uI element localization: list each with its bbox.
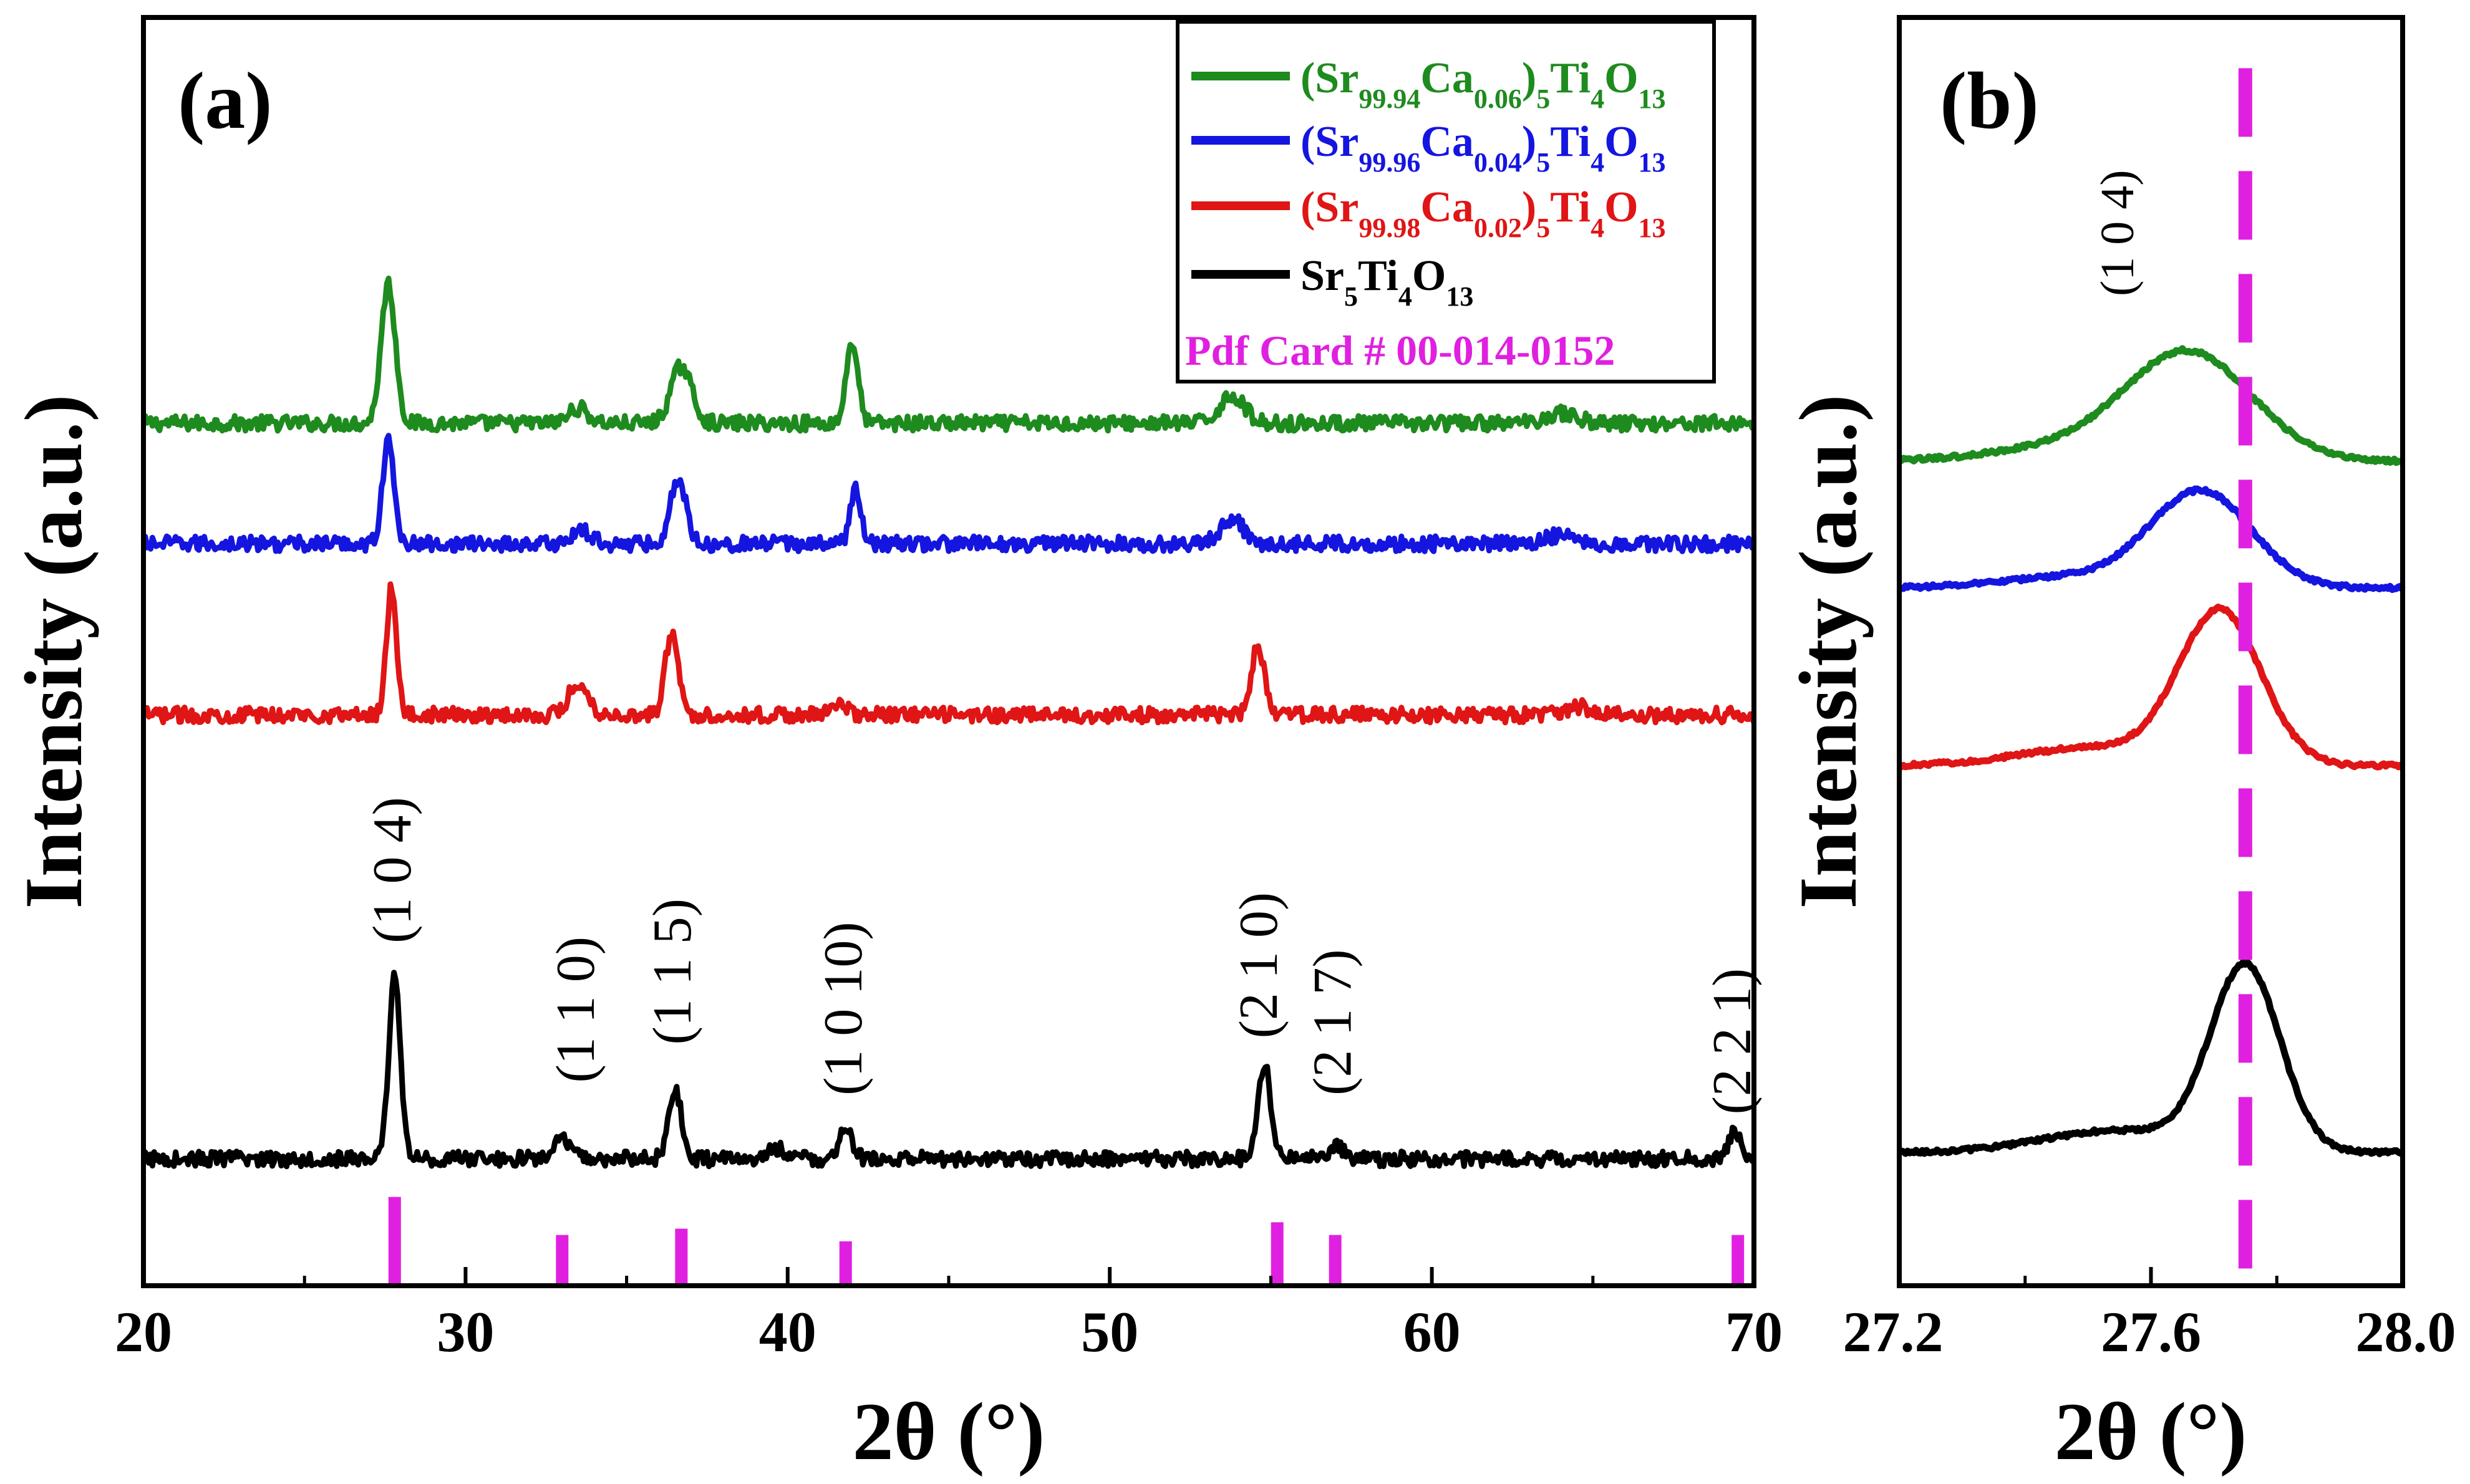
- peak-label-a-2: (1 1 5): [642, 899, 703, 1045]
- panel-a: (1 0 4) (1 1 0) (1 1 5) (1 0 10) (2 1 0) (2 1…: [7, 15, 1783, 1477]
- peak-label-a-0: (1 0 4): [362, 797, 423, 943]
- series-line-b-2: [1897, 604, 2405, 771]
- series-group-a: [140, 276, 1757, 1170]
- x-tick-label-a-4: 60: [1403, 1300, 1461, 1364]
- series-line-b-1: [1897, 485, 2406, 593]
- legend-label-pdf-card: Pdf Card # 00-014-0152: [1185, 327, 1615, 374]
- x-tick-label-a-3: 50: [1081, 1300, 1138, 1364]
- peak-label-a-1: (1 1 0): [546, 937, 606, 1083]
- x-axis-title-a: 2θ (°): [853, 1385, 1045, 1477]
- series-line-b-3: [1897, 958, 2405, 1157]
- x-tick-label-a-0: 20: [115, 1300, 172, 1364]
- y-axis-title-a: Intensity (a.u.): [7, 394, 99, 908]
- series-group-b: [1897, 345, 2406, 1157]
- x-tick-label-b-1: 27.6: [2101, 1300, 2201, 1364]
- x-axis-ticks-a: 20 30 40 50 60 70: [115, 1267, 1783, 1364]
- peak-label-a-3: (1 0 10): [813, 922, 874, 1096]
- plot-frame-b: [1897, 15, 2405, 1288]
- x-tick-label-a-2: 40: [759, 1300, 816, 1364]
- peak-labels-a: (1 0 4) (1 1 0) (1 1 5) (1 0 10) (2 1 0) (2 1…: [362, 797, 1763, 1114]
- panel-label-b: (b): [1940, 56, 2039, 146]
- y-axis-title-b: Intensity (a.u.): [1782, 394, 1874, 908]
- series-line-a-0: [140, 276, 1756, 434]
- x-tick-label-b-2: 28.0: [2356, 1300, 2456, 1364]
- series-line-b-0: [1897, 345, 2405, 466]
- peak-label-a-4: (2 1 0): [1229, 892, 1289, 1039]
- panel-label-a: (a): [178, 56, 273, 146]
- series-line-a-3: [141, 970, 1755, 1170]
- x-axis-title-b: 2θ (°): [2055, 1385, 2247, 1477]
- series-line-a-2: [140, 581, 1757, 726]
- panel-b: 27.2 27.6 28.0 (b) (1 0 4) 2θ (°) Intensit…: [1782, 15, 2456, 1477]
- x-axis-ticks-b: 27.2 27.6 28.0: [1843, 1267, 2456, 1364]
- peak-label-a-5: (2 1 7): [1303, 949, 1363, 1096]
- reference-ticks-a: [388, 1197, 1745, 1286]
- series-line-a-1: [140, 433, 1757, 554]
- x-tick-label-a-5: 70: [1725, 1300, 1783, 1364]
- legend-a: (Sr99.94Ca0.06)5Ti4O13 (Sr99.96Ca0.04)5T…: [1176, 20, 1716, 383]
- peak-label-104-b: (1 0 4): [2091, 170, 2144, 296]
- x-tick-label-a-1: 30: [437, 1300, 494, 1364]
- x-tick-label-b-0: 27.2: [1843, 1300, 1944, 1364]
